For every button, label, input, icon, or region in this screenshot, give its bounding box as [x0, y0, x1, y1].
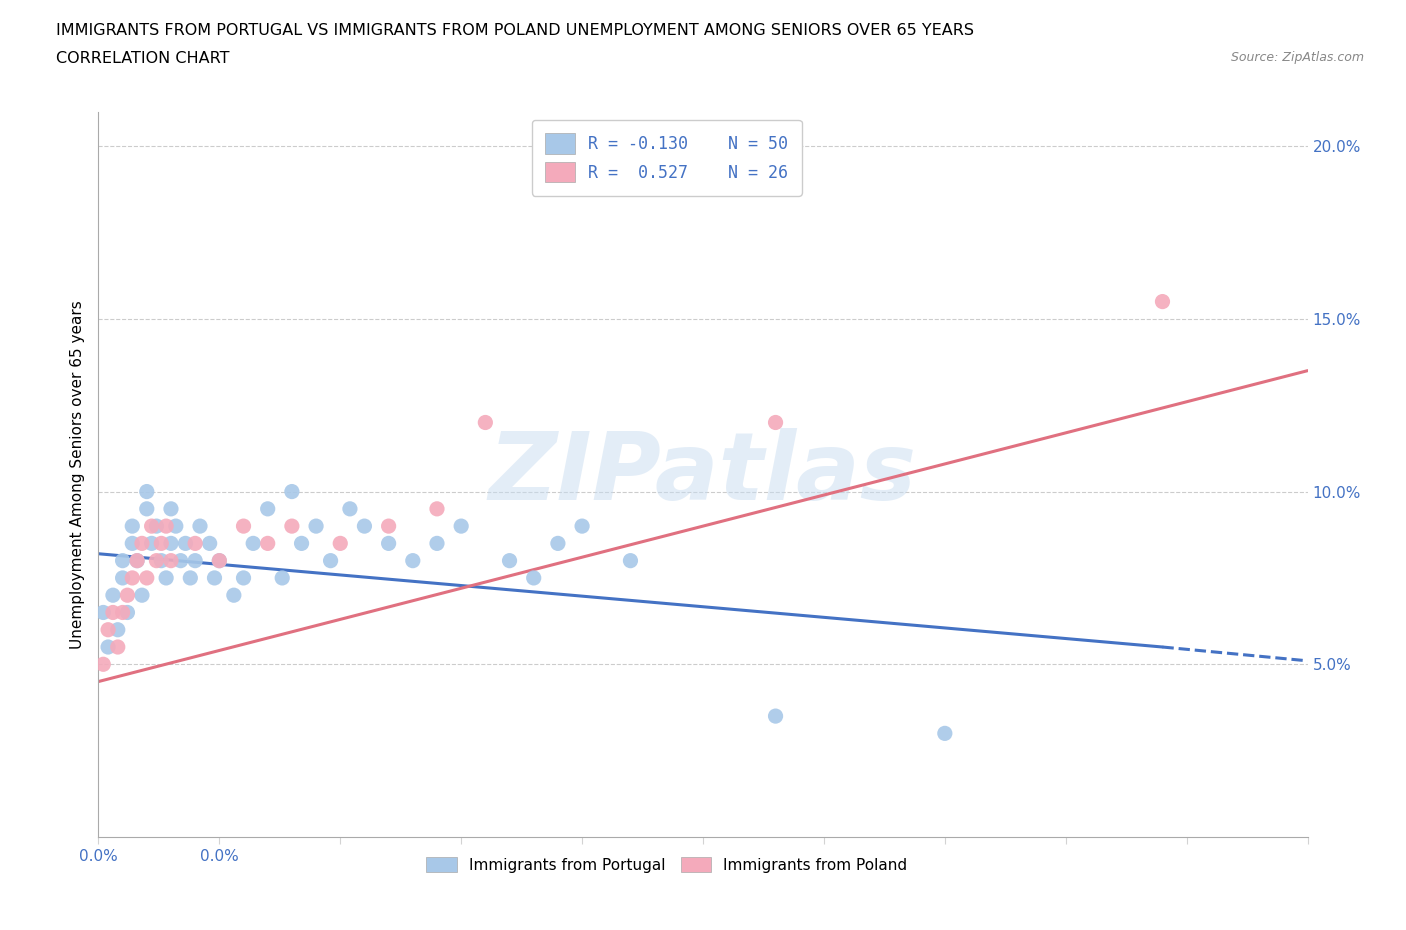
Point	[131, 588, 153, 603]
Point	[547, 536, 569, 551]
Point	[232, 519, 254, 534]
Point	[256, 501, 278, 516]
Point	[208, 553, 231, 568]
Legend: Immigrants from Portugal, Immigrants from Poland: Immigrants from Portugal, Immigrants fro…	[419, 849, 915, 880]
Point	[150, 536, 173, 551]
Point	[426, 501, 449, 516]
Point	[232, 570, 254, 585]
Point	[474, 415, 496, 430]
Point	[107, 622, 129, 637]
Text: IMMIGRANTS FROM PORTUGAL VS IMMIGRANTS FROM POLAND UNEMPLOYMENT AMONG SENIORS OV: IMMIGRANTS FROM PORTUGAL VS IMMIGRANTS F…	[56, 23, 974, 38]
Point	[101, 588, 124, 603]
Point	[91, 605, 114, 620]
Point	[135, 485, 157, 499]
Point	[127, 553, 149, 568]
Point	[121, 536, 143, 551]
Point	[256, 536, 278, 551]
Point	[281, 519, 304, 534]
Y-axis label: Unemployment Among Seniors over 65 years: Unemployment Among Seniors over 65 years	[69, 300, 84, 649]
Point	[111, 570, 134, 585]
Point	[242, 536, 264, 551]
Point	[271, 570, 294, 585]
Point	[179, 570, 201, 585]
Point	[141, 536, 163, 551]
Point	[523, 570, 546, 585]
Text: Source: ZipAtlas.com: Source: ZipAtlas.com	[1230, 51, 1364, 64]
Point	[165, 519, 187, 534]
Text: CORRELATION CHART: CORRELATION CHART	[56, 51, 229, 66]
Point	[117, 588, 139, 603]
Point	[145, 553, 167, 568]
Point	[222, 588, 245, 603]
Text: ZIPatlas: ZIPatlas	[489, 429, 917, 520]
Point	[117, 605, 139, 620]
Point	[101, 605, 124, 620]
Point	[169, 553, 191, 568]
Point	[111, 605, 134, 620]
Point	[131, 536, 153, 551]
Point	[450, 519, 472, 534]
Point	[127, 553, 149, 568]
Point	[97, 640, 120, 655]
Point	[571, 519, 593, 534]
Point	[141, 519, 163, 534]
Point	[377, 536, 399, 551]
Point	[160, 536, 183, 551]
Point	[155, 519, 177, 534]
Point	[1152, 294, 1174, 309]
Point	[174, 536, 197, 551]
Point	[319, 553, 342, 568]
Point	[329, 536, 352, 551]
Point	[305, 519, 328, 534]
Point	[934, 726, 956, 741]
Point	[281, 485, 304, 499]
Point	[184, 536, 207, 551]
Point	[204, 570, 226, 585]
Point	[353, 519, 375, 534]
Point	[377, 519, 399, 534]
Point	[339, 501, 361, 516]
Point	[290, 536, 312, 551]
Point	[121, 519, 143, 534]
Point	[188, 519, 211, 534]
Point	[145, 519, 167, 534]
Point	[402, 553, 425, 568]
Point	[135, 501, 157, 516]
Point	[135, 570, 157, 585]
Point	[498, 553, 520, 568]
Point	[426, 536, 449, 551]
Point	[155, 570, 177, 585]
Point	[765, 709, 787, 724]
Point	[121, 570, 143, 585]
Point	[160, 501, 183, 516]
Point	[107, 640, 129, 655]
Point	[619, 553, 641, 568]
Point	[150, 553, 173, 568]
Point	[198, 536, 221, 551]
Point	[765, 415, 787, 430]
Point	[184, 553, 207, 568]
Point	[91, 657, 114, 671]
Point	[208, 553, 231, 568]
Point	[160, 553, 183, 568]
Point	[97, 622, 120, 637]
Point	[111, 553, 134, 568]
